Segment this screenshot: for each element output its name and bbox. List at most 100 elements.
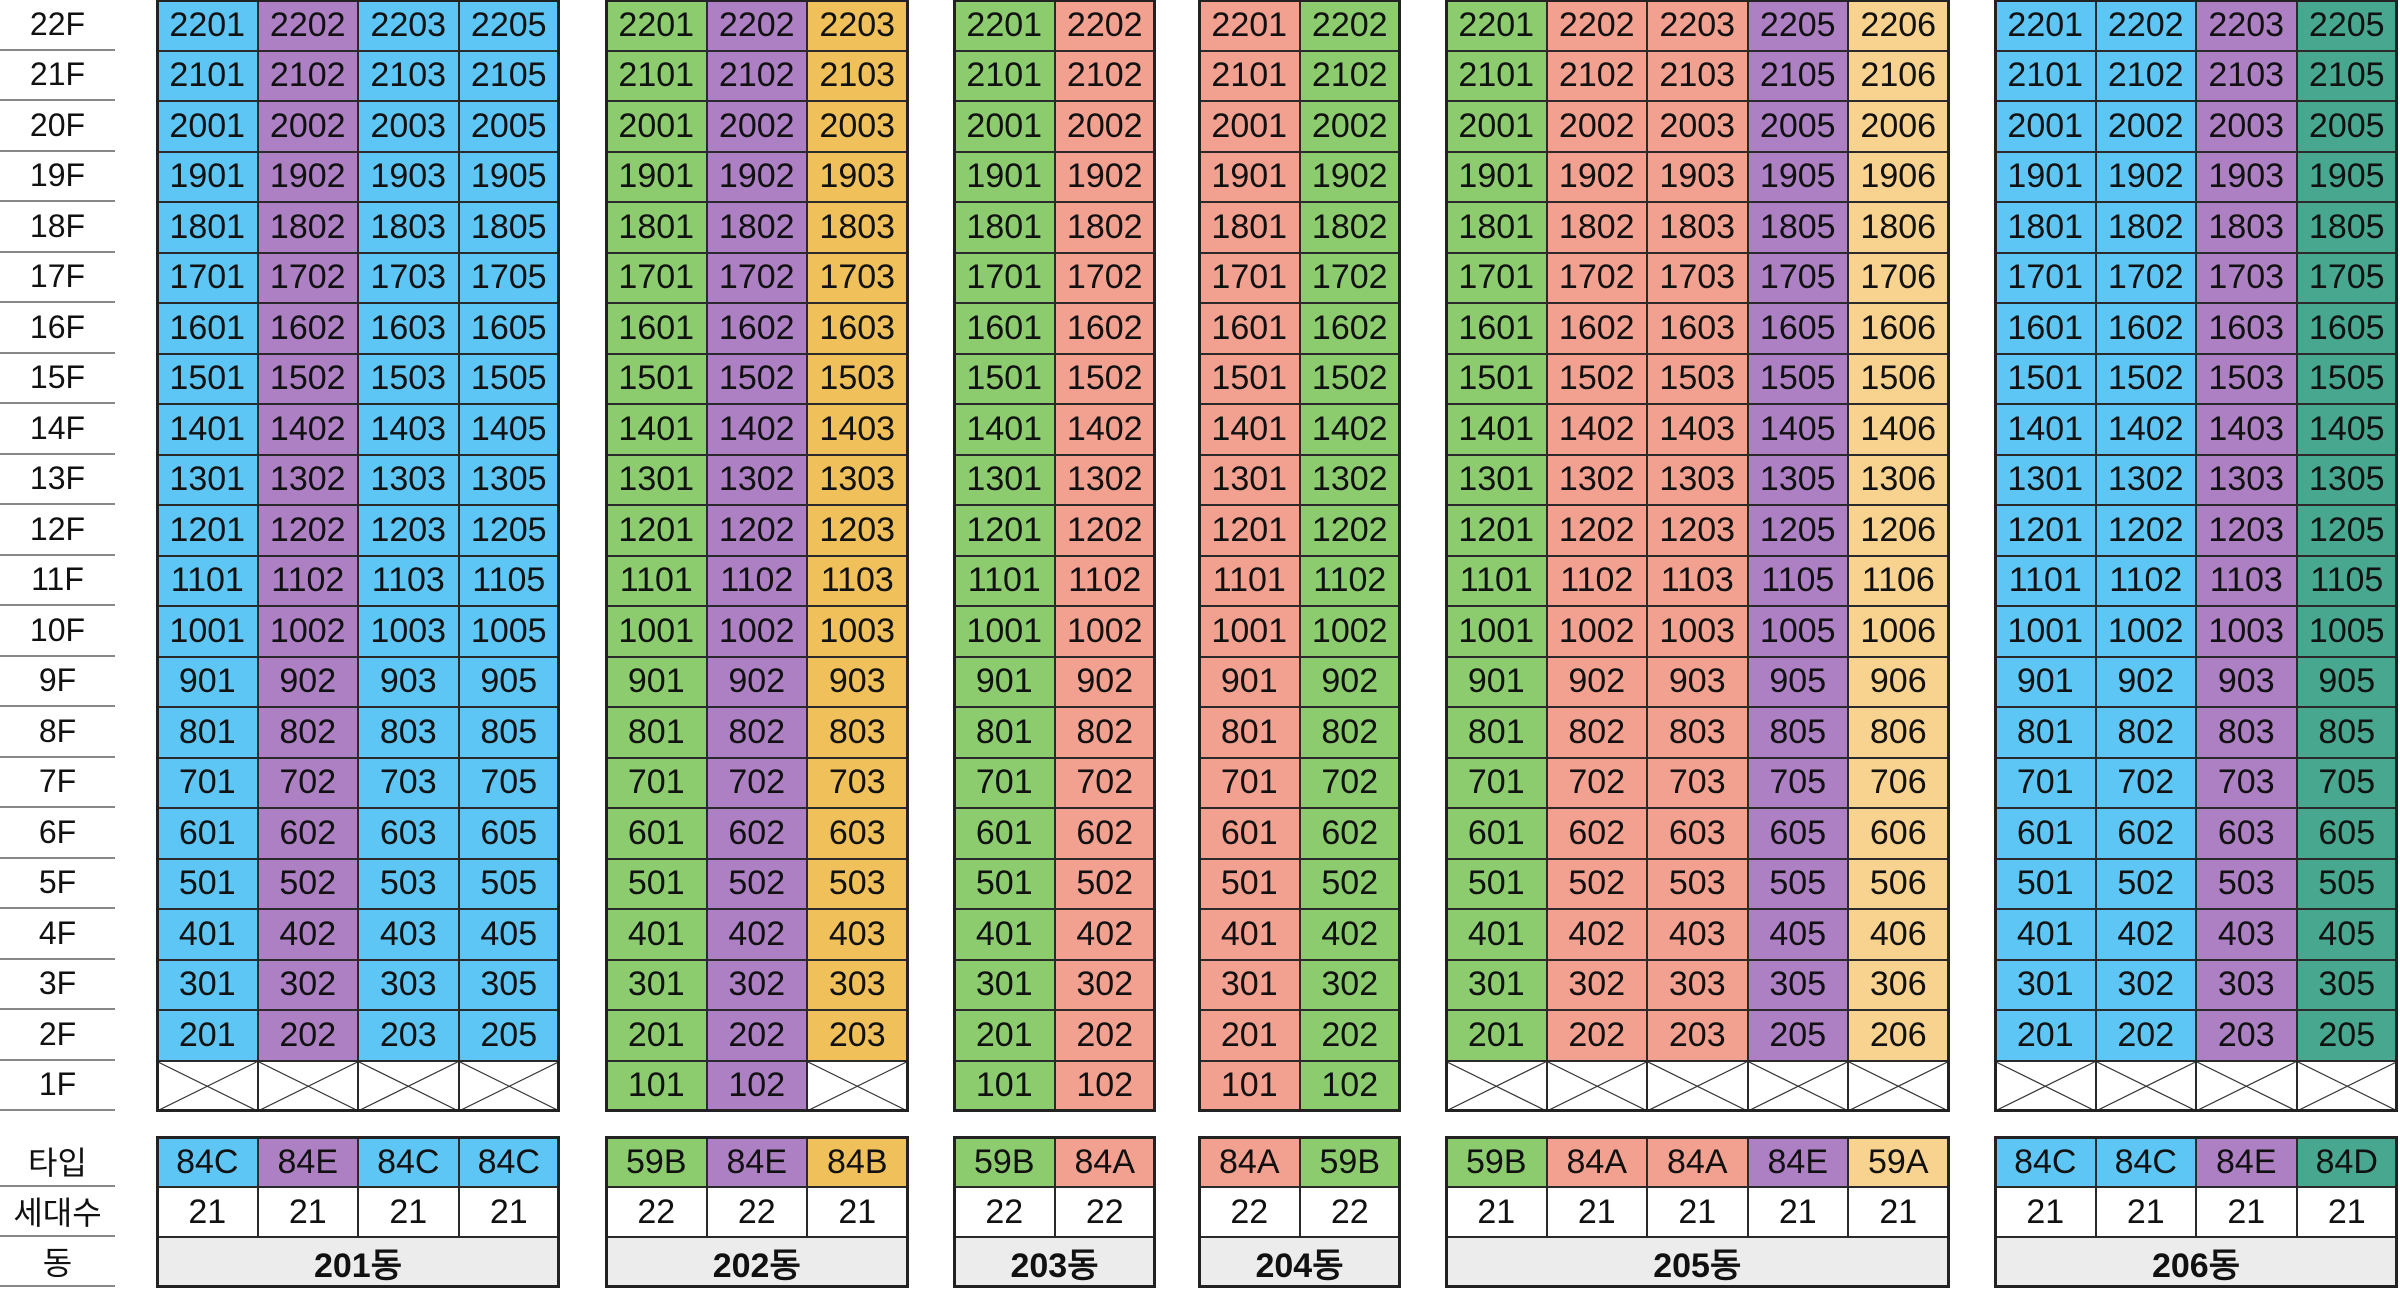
unit-cell: 903 xyxy=(1647,656,1748,707)
unit-cell: 1102 xyxy=(257,555,358,606)
unit-cell: 503 xyxy=(358,858,459,909)
unit-cell: 1002 xyxy=(1546,606,1647,657)
empty-unit-cell xyxy=(1995,1060,2096,1111)
unit-cell: 1805 xyxy=(2296,202,2397,253)
unit-cell: 2001 xyxy=(1995,101,2096,152)
unit-type-cell: 84E xyxy=(257,1137,358,1187)
unit-cell: 1403 xyxy=(358,404,459,455)
unit-cell: 2102 xyxy=(1299,50,1400,101)
unit-cell: 1602 xyxy=(706,303,807,354)
unit-cell: 1702 xyxy=(1546,252,1647,303)
unit-type-cell: 59B xyxy=(606,1137,707,1187)
unit-cell: 302 xyxy=(706,959,807,1010)
floor-label: 21F xyxy=(0,51,115,101)
unit-cell: 1002 xyxy=(1054,606,1155,657)
unit-cell: 2101 xyxy=(1995,50,2096,101)
unit-cell: 302 xyxy=(1546,959,1647,1010)
unit-cell: 701 xyxy=(1995,757,2096,808)
unit-cell: 1102 xyxy=(1546,555,1647,606)
unit-cell: 1702 xyxy=(257,252,358,303)
unit-cell: 1901 xyxy=(606,151,707,202)
unit-cell: 1002 xyxy=(2095,606,2196,657)
unit-type-cell: 84B xyxy=(807,1137,908,1187)
unit-cell: 303 xyxy=(807,959,908,1010)
unit-cell: 601 xyxy=(1446,808,1547,859)
unit-cell: 1903 xyxy=(2196,151,2297,202)
unit-cell: 2105 xyxy=(1747,50,1848,101)
unit-cell: 2102 xyxy=(2095,50,2196,101)
unit-cell: 2203 xyxy=(807,0,908,51)
unit-cell: 501 xyxy=(1199,858,1300,909)
unit-cell: 903 xyxy=(807,656,908,707)
household-count-cell: 21 xyxy=(1647,1187,1748,1237)
unit-cell: 1801 xyxy=(157,202,258,253)
unit-cell: 1802 xyxy=(257,202,358,253)
unit-cell: 1806 xyxy=(1848,202,1949,253)
unit-cell: 703 xyxy=(1647,757,1748,808)
unit-cell: 1402 xyxy=(1299,404,1400,455)
unit-cell: 405 xyxy=(2296,909,2397,960)
unit-cell: 1102 xyxy=(1299,555,1400,606)
unit-cell: 1003 xyxy=(2196,606,2297,657)
unit-cell: 1801 xyxy=(606,202,707,253)
unit-cell: 1005 xyxy=(2296,606,2397,657)
unit-cell: 1901 xyxy=(954,151,1055,202)
unit-cell: 2001 xyxy=(1199,101,1300,152)
unit-cell: 803 xyxy=(807,707,908,758)
unit-cell: 1403 xyxy=(1647,404,1748,455)
unit-cell: 203 xyxy=(1647,1010,1748,1061)
unit-cell: 1103 xyxy=(358,555,459,606)
unit-cell: 1003 xyxy=(358,606,459,657)
cross-mark-icon xyxy=(1447,1062,1546,1111)
building-name: 204동 xyxy=(1199,1237,1400,1287)
unit-cell: 205 xyxy=(1747,1010,1848,1061)
unit-cell: 502 xyxy=(1054,858,1155,909)
unit-cell: 1101 xyxy=(1446,555,1547,606)
unit-cell: 901 xyxy=(1199,656,1300,707)
unit-cell: 1101 xyxy=(1995,555,2096,606)
unit-cell: 505 xyxy=(458,858,559,909)
floor-label: 4F xyxy=(0,909,115,960)
unit-cell: 1103 xyxy=(807,555,908,606)
unit-cell: 203 xyxy=(358,1010,459,1061)
unit-cell: 1601 xyxy=(1995,303,2096,354)
building-name: 203동 xyxy=(954,1237,1155,1287)
empty-unit-cell xyxy=(2095,1060,2196,1111)
unit-cell: 702 xyxy=(257,757,358,808)
unit-cell: 603 xyxy=(1647,808,1748,859)
unit-cell: 1703 xyxy=(2196,252,2297,303)
unit-cell: 801 xyxy=(1199,707,1300,758)
unit-type-cell: 84C xyxy=(157,1137,258,1187)
unit-cell: 505 xyxy=(2296,858,2397,909)
unit-cell: 803 xyxy=(2196,707,2297,758)
unit-cell: 1901 xyxy=(1446,151,1547,202)
floor-label: 22F xyxy=(0,0,115,51)
building-name: 201동 xyxy=(157,1237,559,1287)
unit-cell: 602 xyxy=(706,808,807,859)
household-count-cell: 21 xyxy=(458,1187,559,1237)
unit-cell: 505 xyxy=(1747,858,1848,909)
unit-cell: 1202 xyxy=(1299,505,1400,556)
unit-cell: 201 xyxy=(1446,1010,1547,1061)
unit-cell: 1701 xyxy=(157,252,258,303)
floor-label: 7F xyxy=(0,758,115,808)
unit-cell: 1603 xyxy=(358,303,459,354)
cross-mark-icon xyxy=(460,1062,559,1111)
unit-cell: 406 xyxy=(1848,909,1949,960)
unit-cell: 901 xyxy=(606,656,707,707)
unit-cell: 1603 xyxy=(807,303,908,354)
unit-cell: 1703 xyxy=(1647,252,1748,303)
unit-cell: 301 xyxy=(1446,959,1547,1010)
unit-cell: 906 xyxy=(1848,656,1949,707)
unit-cell: 402 xyxy=(2095,909,2196,960)
unit-cell: 2005 xyxy=(458,101,559,152)
unit-cell: 1803 xyxy=(358,202,459,253)
unit-cell: 2103 xyxy=(807,50,908,101)
unit-cell: 1602 xyxy=(1546,303,1647,354)
unit-cell: 1805 xyxy=(458,202,559,253)
floor-label: 15F xyxy=(0,354,115,404)
floor-label: 1F xyxy=(0,1061,115,1111)
cross-mark-icon xyxy=(2298,1062,2397,1111)
unit-cell: 801 xyxy=(1446,707,1547,758)
cross-mark-icon xyxy=(359,1062,458,1111)
